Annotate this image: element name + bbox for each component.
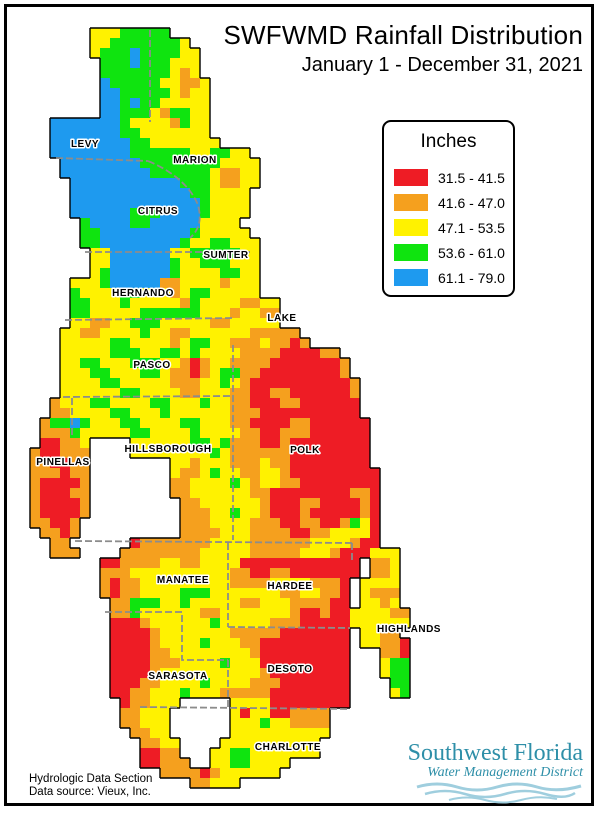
footer-data-source: Data source: Vieux, Inc. <box>29 785 151 798</box>
legend-swatch <box>394 219 428 236</box>
county-label-polk: POLK <box>290 445 320 456</box>
legend-range-label: 41.6 - 47.0 <box>438 194 505 211</box>
map-title: SWFWMD Rainfall Distribution <box>223 20 583 50</box>
county-label-pasco: PASCO <box>133 360 170 371</box>
legend-range-label: 53.6 - 61.0 <box>438 244 505 261</box>
legend-entry: 47.1 - 53.5 <box>384 215 513 240</box>
footer: Hydrologic Data Section Data source: Vie… <box>29 773 152 798</box>
legend-entry: 53.6 - 61.0 <box>384 240 513 265</box>
county-boundary <box>147 160 201 239</box>
legend-entry: 31.5 - 41.5 <box>384 165 513 190</box>
legend-entry: 61.1 - 79.0 <box>384 265 513 290</box>
county-label-sumter: SUMTER <box>203 250 249 261</box>
county-label-levy: LEVY <box>71 139 99 150</box>
county-label-manatee: MANATEE <box>157 575 209 586</box>
county-label-citrus: CITRUS <box>138 206 178 217</box>
legend-range-label: 47.1 - 53.5 <box>438 219 505 236</box>
legend-swatch <box>394 169 428 186</box>
county-label-hillsborough: HILLSBOROUGH <box>124 444 211 455</box>
footer-data-section: Hydrologic Data Section <box>29 773 153 785</box>
county-boundary <box>139 706 351 710</box>
district-logo: Southwest Florida Water Management Distr… <box>408 741 583 804</box>
title-block: SWFWMD Rainfall Distribution January 1 -… <box>223 20 583 77</box>
county-label-desoto: DESOTO <box>267 664 312 675</box>
legend-entries: 31.5 - 41.5 41.6 - 47.0 47.1 - 53.5 53.6 - … <box>384 165 513 290</box>
county-boundary <box>62 395 234 398</box>
legend-range-label: 31.5 - 41.5 <box>438 169 505 186</box>
county-label-marion: MARION <box>173 155 217 166</box>
rainfall-cells-G <box>50 28 410 768</box>
legend-swatch <box>394 244 428 261</box>
rainfall-cells-R <box>40 338 410 778</box>
logo-name: Southwest Florida <box>407 740 583 766</box>
county-label-sarasota: SARASOTA <box>148 671 207 682</box>
legend-swatch <box>394 269 428 286</box>
county-boundary <box>227 626 351 629</box>
county-boundary <box>55 157 149 162</box>
legend-title: Inches <box>420 131 477 152</box>
county-label-hardee: HARDEE <box>267 581 312 592</box>
county-label-pinellas: PINELLAS <box>36 457 89 468</box>
legend: Inches 31.5 - 41.5 41.6 - 47.0 47.1 - 53.5… <box>382 120 515 297</box>
map-subtitle: January 1 - December 31, 2021 <box>301 54 583 76</box>
county-boundary <box>105 611 228 661</box>
legend-range-label: 61.1 - 79.0 <box>438 269 505 286</box>
county-label-highlands: HIGHLANDS <box>377 624 441 635</box>
county-label-charlotte: CHARLOTTE <box>255 742 321 753</box>
logo-subname: Water Management District <box>427 765 583 780</box>
legend-entry: 41.6 - 47.0 <box>384 190 513 215</box>
county-boundary <box>64 317 234 321</box>
county-label-lake: LAKE <box>267 313 296 324</box>
rainfall-cells-B <box>50 48 200 428</box>
county-boundary <box>74 540 353 544</box>
legend-swatch <box>394 194 428 211</box>
county-label-hernando: HERNANDO <box>112 288 174 299</box>
district-outline <box>29 27 411 789</box>
logo-waves-icon <box>416 782 582 804</box>
